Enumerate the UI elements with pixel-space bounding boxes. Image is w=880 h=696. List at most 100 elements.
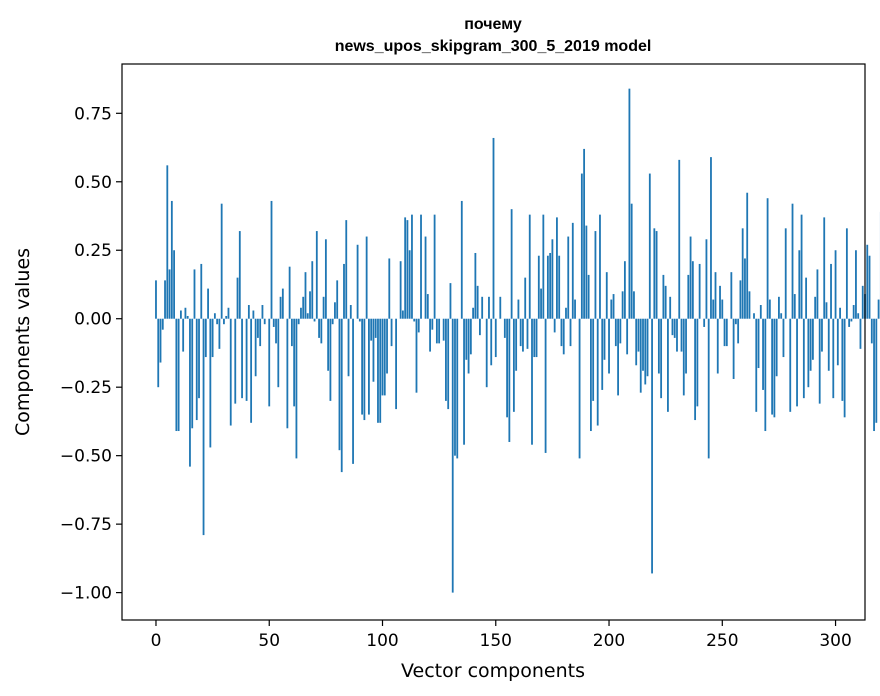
bar-202 [612, 294, 615, 319]
y-tick-label: 0.25 [74, 241, 112, 261]
bar-311 [859, 318, 862, 349]
bar-251 [723, 318, 726, 347]
bar-130 [449, 283, 452, 319]
bar-312 [861, 285, 864, 319]
bar-257 [737, 318, 740, 344]
bar-249 [719, 285, 721, 319]
bar-18 [195, 318, 198, 421]
bar-299 [832, 318, 835, 399]
bar-181 [565, 307, 567, 319]
bar-41 [247, 305, 250, 319]
bar-258 [739, 280, 742, 319]
bar-48 [263, 318, 266, 325]
bar-227 [669, 296, 672, 319]
bar-307 [850, 318, 853, 322]
bar-135 [460, 200, 463, 319]
bar-17 [193, 269, 196, 319]
bar-222 [657, 318, 660, 374]
bar-238 [694, 318, 697, 421]
bar-235 [687, 274, 690, 319]
bar-212 [635, 318, 638, 366]
bar-127 [442, 318, 445, 341]
bar-51 [270, 200, 273, 319]
bar-157 [510, 209, 513, 319]
bar-69 [311, 261, 314, 319]
bar-74 [322, 296, 325, 319]
bar-173 [546, 255, 549, 319]
bar-295 [823, 217, 826, 319]
bar-216 [644, 318, 647, 385]
bar-214 [639, 318, 642, 393]
bar-85 [347, 318, 350, 377]
y-tick-label: −1.00 [60, 584, 112, 604]
bar-37 [238, 231, 241, 319]
bar-177 [556, 217, 558, 319]
bar-276 [780, 313, 783, 319]
bar-192 [590, 318, 592, 432]
bar-261 [746, 192, 749, 319]
bar-93 [365, 236, 368, 319]
bar-163 [524, 277, 527, 319]
x-tick-label: 200 [593, 631, 625, 651]
bar-262 [748, 291, 751, 319]
bar-98 [377, 318, 379, 423]
bar-194 [594, 231, 597, 319]
bar-309 [855, 250, 857, 319]
bar-56 [281, 288, 284, 319]
bar-160 [517, 299, 520, 319]
y-tick-label: −0.25 [60, 378, 112, 398]
bar-140 [472, 307, 475, 319]
bar-288 [807, 318, 810, 388]
bar-237 [691, 261, 694, 319]
bar-53 [275, 318, 277, 344]
bar-94 [368, 318, 370, 415]
bar-271 [768, 299, 771, 319]
bar-68 [309, 291, 311, 319]
bar-316 [870, 318, 873, 344]
bar-190 [585, 225, 588, 319]
bar-270 [766, 198, 769, 319]
bar-54 [277, 318, 280, 388]
bar-267 [759, 305, 762, 319]
bar-150 [494, 318, 497, 358]
bar-244 [707, 318, 710, 459]
bar-213 [637, 318, 640, 352]
bar-43 [252, 310, 255, 319]
bar-108 [399, 261, 402, 319]
bar-246 [712, 299, 715, 319]
bar-240 [698, 263, 701, 319]
bar-317 [873, 318, 875, 432]
bar-254 [730, 272, 733, 319]
bar-23 [207, 288, 209, 319]
bar-47 [261, 305, 264, 319]
bar-170 [540, 288, 542, 319]
bar-106 [395, 318, 397, 410]
bar-144 [481, 296, 484, 319]
bar-20 [200, 263, 203, 319]
bar-124 [435, 318, 438, 344]
bar-247 [714, 272, 717, 319]
bar-296 [825, 302, 828, 319]
bar-30 [223, 318, 225, 325]
bar-310 [857, 313, 860, 319]
bar-44 [254, 318, 257, 377]
bar-184 [571, 222, 574, 319]
bar-12 [182, 318, 185, 352]
bar-63 [297, 318, 300, 325]
bar-315 [868, 255, 871, 319]
bar-26 [213, 313, 216, 319]
bar-67 [306, 313, 309, 319]
bar-265 [755, 318, 758, 412]
y-tick-label: −0.50 [60, 447, 112, 467]
bar-277 [782, 318, 785, 358]
bar-83 [343, 263, 345, 319]
bar-196 [599, 214, 601, 319]
bar-138 [467, 318, 470, 374]
bar-146 [485, 318, 488, 388]
bar-24 [209, 318, 212, 448]
bar-0 [155, 280, 157, 319]
bar-218 [648, 173, 651, 319]
bar-38 [241, 318, 243, 399]
